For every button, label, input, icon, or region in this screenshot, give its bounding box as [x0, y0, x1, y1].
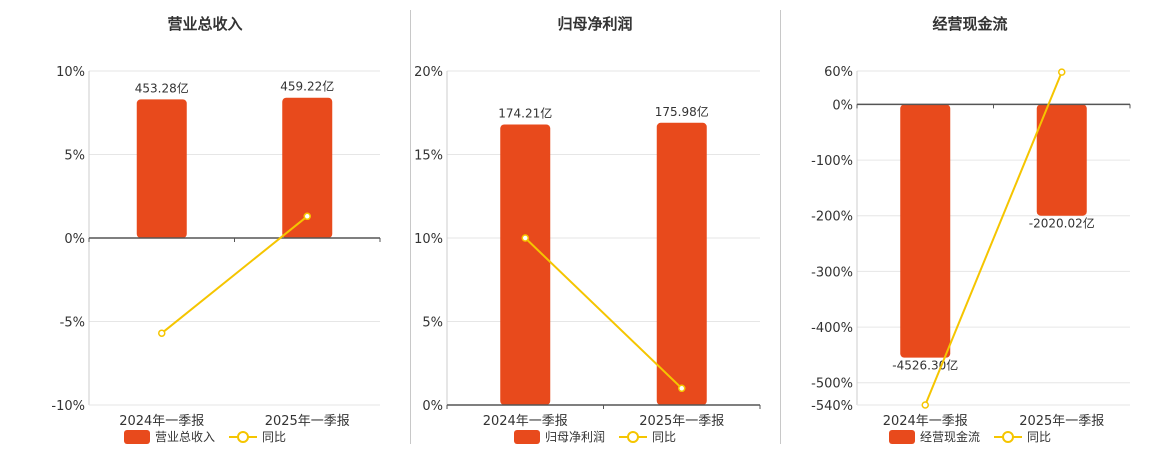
y-tick-label: -100%: [811, 154, 853, 169]
yoy-line: [161, 215, 308, 334]
y-tick-label: -300%: [811, 265, 853, 280]
panel-divider: [780, 10, 781, 444]
x-category-label: 2025年一季报: [265, 414, 350, 429]
bar: [656, 122, 707, 406]
chart-legend: 营业总收入 同比: [0, 428, 410, 445]
y-tick-label: 15%: [414, 149, 443, 164]
bar-value-label: 459.22亿: [280, 79, 334, 94]
yoy-point: [303, 212, 311, 221]
y-tick-label: 60%: [824, 65, 853, 80]
yoy-point: [521, 234, 529, 242]
chart-title: 营业总收入: [167, 15, 243, 33]
y-tick-label: -500%: [811, 377, 853, 392]
chart-legend: 归母净利润 同比: [410, 428, 780, 445]
x-category-label: 2024年一季报: [119, 414, 204, 429]
x-category-label: 2024年一季报: [883, 414, 968, 429]
y-tick-label: 0%: [422, 399, 443, 414]
legend-line-swatch: [229, 430, 257, 444]
bar-value-label: 175.98亿: [655, 104, 709, 119]
yoy-line: [924, 71, 1063, 406]
y-tick-label: -10%: [51, 399, 85, 414]
legend-line-swatch: [619, 430, 647, 444]
y-tick-label: -400%: [811, 321, 853, 336]
yoy-line: [524, 237, 683, 390]
cash-flow-chart-plot: 60% 0% -100% -200% -300% -400% -500% -540% -4526…: [811, 65, 1131, 429]
net-profit-chart-plot: 20% 15% 10% 5% 0% 174.21亿 175.98亿 2024年一季报 2025年…: [414, 65, 761, 429]
bar: [900, 104, 951, 358]
bar: [1036, 104, 1087, 216]
yoy-point: [1058, 68, 1066, 76]
legend-bar-swatch: [123, 429, 150, 444]
y-tick-label: 10%: [414, 232, 443, 247]
legend-line-swatch: [994, 430, 1022, 444]
y-tick-label: 0%: [64, 232, 85, 247]
y-tick-label: -5%: [60, 316, 85, 331]
y-tick-label: 10%: [56, 65, 85, 80]
yoy-point: [158, 329, 166, 337]
legend-bar-swatch: [888, 429, 915, 444]
x-category-label: 2025年一季报: [639, 414, 724, 429]
revenue-chart-plot: 10% 5% 0% -5% -10% 453.28亿 459.22亿 2024年一季报 2025…: [51, 65, 381, 429]
bar: [136, 99, 187, 238]
chart-legend: 经营现金流 同比: [780, 428, 1160, 445]
bar: [500, 124, 551, 405]
bar-value-label: -4526.30亿: [892, 358, 958, 373]
net-profit-chart-panel: 归母净利润 20% 15% 10% 5% 0% 174.21亿 175.98亿 2024年一季…: [410, 0, 780, 450]
y-tick-label: 0%: [832, 98, 853, 113]
y-tick-label: 20%: [414, 65, 443, 80]
bar-value-label: 453.28亿: [135, 80, 189, 95]
y-tick-label: -200%: [811, 210, 853, 225]
legend-bar-label: 归母净利润: [544, 430, 605, 444]
legend-line-label: 同比: [1027, 430, 1052, 444]
bar-value-label: 174.21亿: [498, 105, 552, 120]
yoy-point: [678, 384, 686, 393]
legend-bar-label: 营业总收入: [154, 430, 215, 444]
y-tick-label: -540%: [811, 399, 853, 414]
legend-line-label: 同比: [652, 430, 677, 444]
chart-title: 归母净利润: [557, 15, 633, 33]
legend-bar-label: 经营现金流: [919, 430, 980, 444]
yoy-point: [921, 401, 929, 409]
legend-line-label: 同比: [262, 430, 287, 444]
legend-bar-swatch: [513, 429, 540, 444]
x-category-label: 2025年一季报: [1019, 414, 1104, 429]
bar-value-label: -2020.02亿: [1029, 216, 1095, 231]
revenue-chart-panel: 营业总收入 10% 5% 0% -5% -10% 453.28亿 459.22亿 2024年一…: [0, 0, 410, 450]
bar: [282, 97, 333, 238]
y-tick-label: 5%: [422, 316, 443, 331]
cash-flow-chart-panel: 经营现金流 60% 0% -100% -200% -300% -400% -500% -540…: [780, 0, 1160, 450]
chart-title: 经营现金流: [932, 15, 1008, 33]
x-category-label: 2024年一季报: [483, 414, 568, 429]
panel-divider: [410, 10, 411, 444]
y-tick-label: 5%: [64, 149, 85, 164]
